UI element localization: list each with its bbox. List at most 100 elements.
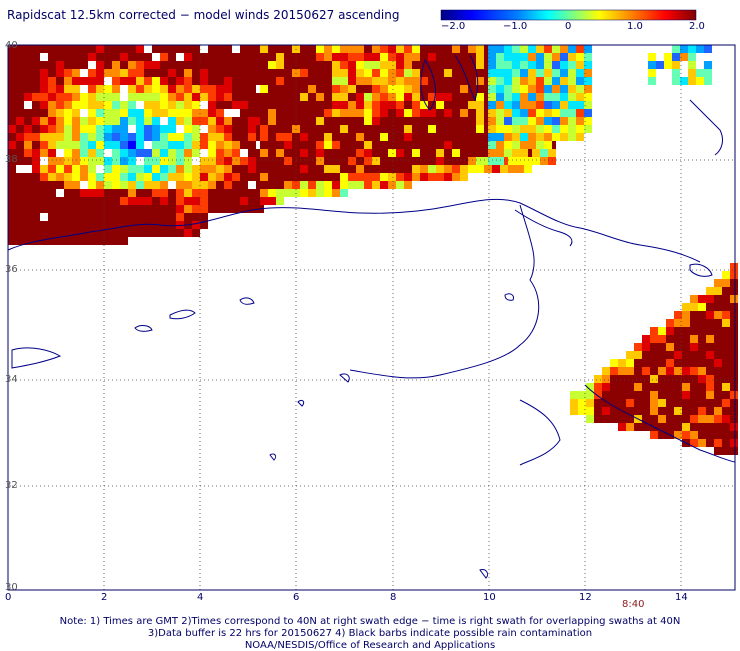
- wind-cell: [380, 45, 388, 53]
- wind-cell: [56, 53, 64, 61]
- wind-cell: [48, 45, 56, 53]
- wind-cell: [396, 101, 404, 109]
- wind-cell: [104, 125, 112, 133]
- wind-cell: [388, 69, 396, 77]
- wind-cell: [436, 141, 444, 149]
- wind-cell: [340, 165, 348, 173]
- wind-cell: [32, 93, 40, 101]
- wind-cell: [216, 157, 224, 165]
- wind-cell: [168, 117, 176, 125]
- wind-cell: [308, 133, 316, 141]
- wind-cell: [80, 53, 88, 61]
- wind-cell: [460, 125, 468, 133]
- wind-cell: [570, 407, 578, 415]
- wind-cell: [356, 141, 364, 149]
- wind-cell: [380, 117, 388, 125]
- wind-cell: [192, 205, 200, 213]
- wind-cell: [548, 157, 556, 165]
- wind-cell: [128, 173, 136, 181]
- wind-cell: [576, 69, 584, 77]
- wind-cell: [16, 205, 24, 213]
- wind-cell: [152, 69, 160, 77]
- wind-cell: [396, 109, 404, 117]
- wind-cell: [460, 101, 468, 109]
- wind-cell: [722, 431, 730, 439]
- wind-cell: [332, 173, 340, 181]
- wind-cell: [428, 133, 436, 141]
- wind-cell: [268, 69, 276, 77]
- wind-cell: [674, 391, 682, 399]
- wind-cell: [444, 141, 452, 149]
- wind-cell: [152, 61, 160, 69]
- wind-cell: [88, 173, 96, 181]
- wind-cell: [690, 311, 698, 319]
- wind-cell: [308, 165, 316, 173]
- wind-cell: [300, 53, 308, 61]
- wind-cell: [642, 351, 650, 359]
- note-line-3: NOAA/NESDIS/Office of Research and Appli…: [244, 640, 496, 651]
- wind-cell: [730, 383, 738, 391]
- wind-cell: [674, 375, 682, 383]
- wind-cell: [436, 149, 444, 157]
- wind-cell: [584, 101, 592, 109]
- wind-cell: [276, 173, 284, 181]
- wind-cell: [680, 77, 688, 85]
- wind-cell: [224, 189, 232, 197]
- wind-cell: [468, 141, 476, 149]
- island-gulf-2: [269, 453, 277, 461]
- wind-cell: [468, 117, 476, 125]
- wind-cell: [380, 53, 388, 61]
- wind-cell: [730, 399, 738, 407]
- wind-cell: [516, 157, 524, 165]
- wind-cell: [48, 125, 56, 133]
- wind-cell: [452, 141, 460, 149]
- wind-cell: [714, 287, 722, 295]
- wind-cell: [216, 69, 224, 77]
- wind-cell: [332, 133, 340, 141]
- wind-cell: [730, 303, 738, 311]
- wind-cell: [56, 45, 64, 53]
- wind-cell: [224, 133, 232, 141]
- wind-cell: [24, 117, 32, 125]
- wind-cell: [248, 133, 256, 141]
- wind-cell: [380, 93, 388, 101]
- wind-cell: [488, 141, 496, 149]
- wind-cell: [16, 221, 24, 229]
- wind-cell: [176, 109, 184, 117]
- wind-cell: [284, 69, 292, 77]
- wind-cell: [634, 343, 642, 351]
- wind-cell: [300, 181, 308, 189]
- wind-cell: [396, 69, 404, 77]
- wind-cell: [232, 77, 240, 85]
- wind-cell: [674, 407, 682, 415]
- wind-cell: [722, 343, 730, 351]
- wind-cell: [112, 85, 120, 93]
- wind-cell: [688, 53, 696, 61]
- wind-cell: [404, 101, 412, 109]
- wind-cell: [308, 45, 316, 53]
- wind-cell: [112, 197, 120, 205]
- wind-cell: [388, 61, 396, 69]
- wind-cell: [420, 141, 428, 149]
- wind-cell: [248, 61, 256, 69]
- wind-cell: [324, 109, 332, 117]
- wind-cell: [468, 109, 476, 117]
- wind-cell: [152, 141, 160, 149]
- wind-cell: [316, 101, 324, 109]
- map-frame: [7, 44, 736, 591]
- wind-cell: [8, 221, 16, 229]
- wind-cell: [610, 375, 618, 383]
- lon-tick-10: 10: [483, 592, 496, 603]
- wind-cell: [72, 157, 80, 165]
- wind-cell: [8, 213, 16, 221]
- wind-cell: [536, 53, 544, 61]
- wind-cell: [512, 101, 520, 109]
- wind-cell: [168, 173, 176, 181]
- wind-cell: [488, 45, 496, 53]
- wind-cell: [436, 45, 444, 53]
- wind-cell: [674, 319, 682, 327]
- wind-cell: [316, 85, 324, 93]
- wind-cell: [682, 367, 690, 375]
- wind-cell: [268, 157, 276, 165]
- wind-cell: [144, 101, 152, 109]
